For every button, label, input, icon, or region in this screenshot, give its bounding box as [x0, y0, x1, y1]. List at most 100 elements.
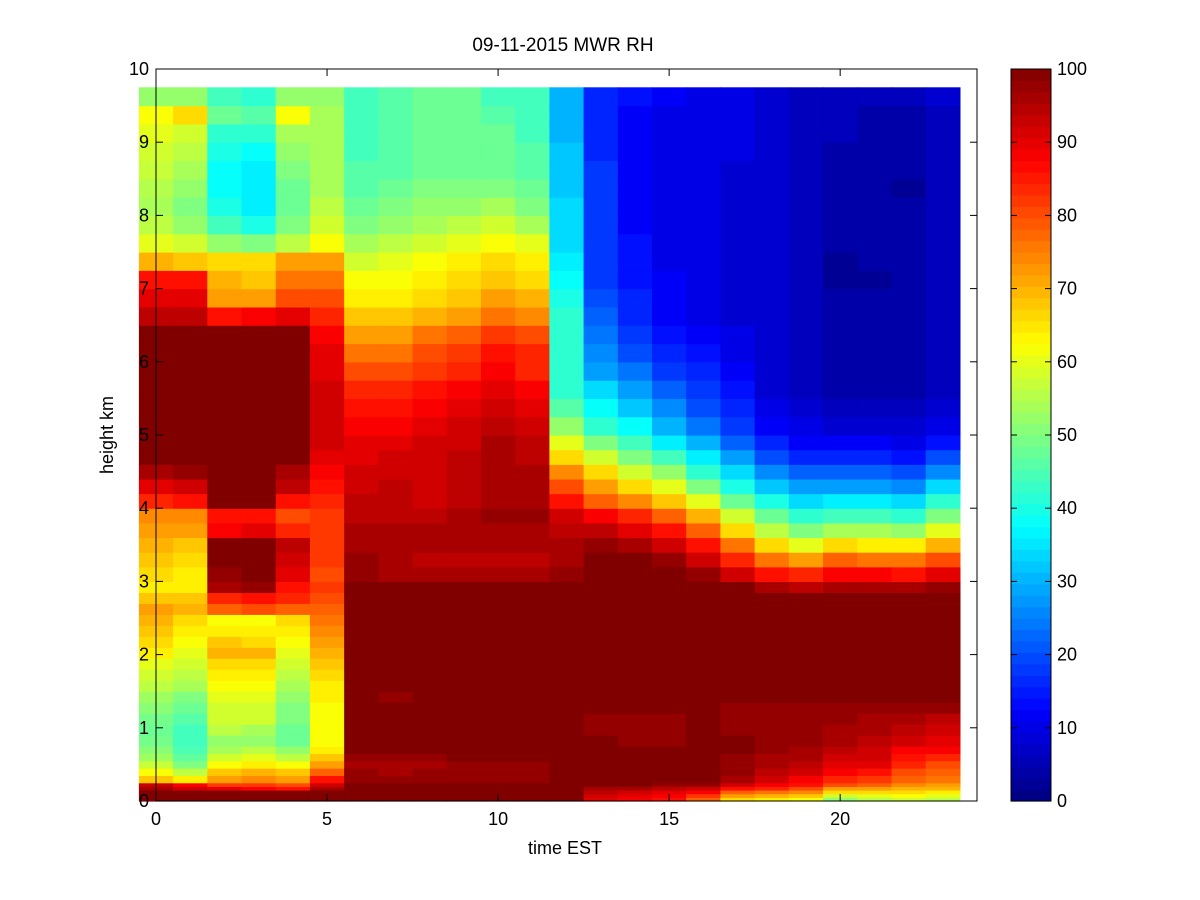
heatmap-cell [925, 797, 961, 802]
colorbar-step [1011, 480, 1051, 493]
heatmap-cell [446, 178, 482, 198]
heatmap-cell [857, 768, 893, 776]
heatmap-cell [515, 537, 550, 553]
heatmap-cell [583, 566, 619, 582]
heatmap-cell [480, 252, 516, 271]
x-tick-label: 20 [830, 809, 850, 829]
heatmap-cell [891, 142, 927, 162]
heatmap-cell [857, 782, 893, 787]
heatmap-cell [241, 592, 277, 604]
heatmap-cell [378, 782, 414, 787]
heatmap-cell [241, 753, 277, 762]
heatmap-cell [754, 87, 790, 107]
heatmap-cell [207, 142, 243, 162]
heatmap-cell [309, 416, 345, 436]
heatmap-cell [891, 566, 927, 582]
heatmap-cell [275, 288, 311, 308]
heatmap-cell [891, 735, 927, 747]
heatmap-cell [378, 197, 414, 216]
heatmap-cell [583, 669, 619, 681]
heatmap-cell [344, 361, 379, 381]
heatmap-cell [617, 398, 653, 418]
heatmap-cell [549, 760, 585, 769]
heatmap-cell [207, 552, 243, 568]
heatmap-cell [686, 680, 722, 692]
heatmap-cell [754, 603, 790, 615]
heatmap-cell [788, 680, 824, 692]
heatmap-cell [173, 325, 208, 345]
heatmap-cell [515, 746, 550, 755]
heatmap-cell [241, 658, 277, 670]
heatmap-cell [686, 380, 722, 399]
heatmap-cell [823, 614, 858, 626]
heatmap-cell [652, 522, 687, 539]
colorbar-ticks: 0 10 20 30 40 50 60 70 80 90 100 [1011, 59, 1087, 811]
heatmap-cell [275, 614, 311, 626]
heatmap-cell [309, 435, 345, 451]
heatmap-cell [857, 380, 893, 399]
heatmap-cell [344, 768, 379, 776]
heatmap-cell [275, 197, 311, 216]
heatmap-cell [173, 793, 208, 798]
heatmap-cell [344, 288, 379, 308]
heatmap-cell [788, 270, 824, 290]
heatmap-cell [207, 713, 243, 725]
heatmap-cell [788, 522, 824, 539]
heatmap-cell [173, 361, 208, 381]
heatmap-cell [378, 581, 414, 593]
heatmap-cell [173, 768, 208, 776]
heatmap-cell [686, 325, 722, 345]
heatmap-cell [857, 478, 893, 495]
heatmap-cell [823, 735, 858, 747]
heatmap-cell [857, 522, 893, 539]
heatmap-cell [446, 508, 482, 524]
heatmap-cell [446, 288, 482, 308]
heatmap-cell [241, 215, 277, 235]
heatmap-cell [446, 724, 482, 736]
heatmap-cell [720, 713, 756, 725]
heatmap-cell [309, 782, 345, 787]
heatmap-cell [173, 270, 208, 290]
heatmap-cell [652, 753, 687, 762]
heatmap-cell [344, 702, 379, 714]
heatmap-cell [617, 636, 653, 648]
y-tick-label: 1 [139, 718, 149, 738]
heatmap-cell [617, 680, 653, 692]
heatmap-cell [275, 493, 311, 509]
heatmap-cell [309, 786, 345, 791]
heatmap-cell [515, 775, 550, 784]
heatmap-cell [617, 753, 653, 762]
heatmap-cell [686, 753, 722, 762]
heatmap-cell [583, 603, 619, 615]
heatmap-cell [686, 233, 722, 253]
colorbar-step [1011, 91, 1051, 104]
heatmap-cell [309, 746, 345, 755]
heatmap-cell [207, 478, 243, 495]
heatmap-cell [617, 658, 653, 670]
heatmap-cell [686, 592, 722, 604]
heatmap-cell [754, 306, 790, 326]
heatmap-cell [823, 361, 858, 381]
heatmap-cell [480, 625, 516, 637]
heatmap-cell [583, 178, 619, 198]
heatmap-cell [891, 760, 927, 769]
heatmap-cell [515, 306, 550, 326]
heatmap-cell [652, 669, 687, 681]
heatmap-cell [686, 123, 722, 143]
heatmap-cell [207, 603, 243, 615]
y-axis-ticks: 0 1 2 3 4 5 6 7 8 9 10 [129, 59, 977, 811]
heatmap-cell [173, 343, 208, 363]
heatmap-cell [686, 768, 722, 776]
heatmap-cell [583, 233, 619, 253]
heatmap-cell [925, 380, 961, 399]
heatmap-cell [480, 435, 516, 451]
heatmap-cell [754, 197, 790, 216]
heatmap-cell [823, 398, 858, 418]
heatmap-cell [412, 464, 448, 480]
heatmap-cell [275, 252, 311, 271]
heatmap-cell [857, 797, 893, 802]
heatmap-cell [857, 566, 893, 582]
heatmap-cell [549, 669, 585, 681]
heatmap-cell [754, 760, 790, 769]
